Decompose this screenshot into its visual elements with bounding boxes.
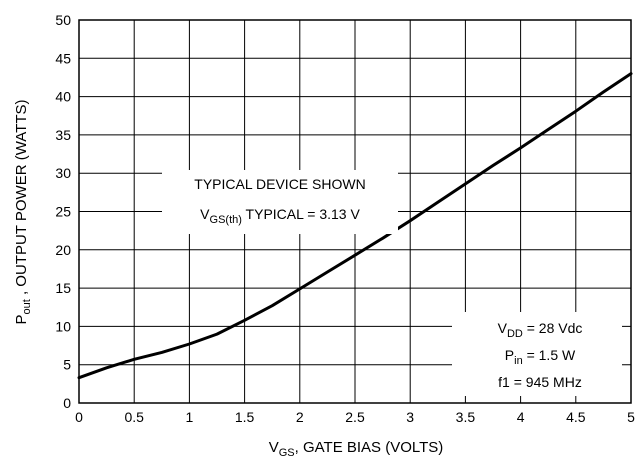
condition-freq: f1 = 945 MHz bbox=[498, 374, 582, 390]
x-tick-label: 1 bbox=[186, 409, 194, 425]
series-line bbox=[77, 72, 633, 380]
conditions-annotation-bg bbox=[452, 312, 622, 396]
typical-annotation-bg bbox=[162, 170, 398, 234]
y-tick-label: 15 bbox=[55, 280, 71, 296]
y-tick-label: 40 bbox=[55, 89, 71, 105]
x-tick-label: 4.5 bbox=[566, 409, 586, 425]
y-tick-label: 5 bbox=[63, 357, 71, 373]
x-tick-label: 5 bbox=[627, 409, 635, 425]
x-tick-label: 1.5 bbox=[235, 409, 255, 425]
y-axis-label: Pout , OUTPUT POWER (WATTS) bbox=[13, 99, 33, 324]
condition-pin: Pin = 1.5 W bbox=[505, 347, 576, 367]
tick-labels: 0 0.5 1 1.5 2 2.5 3 3.5 4 4.5 50510152025303540455… bbox=[55, 12, 635, 425]
x-tick-label: 3.5 bbox=[456, 409, 476, 425]
x-axis-label: VGS, GATE BIAS (VOLTS) bbox=[269, 439, 444, 459]
x-tick-label: 4 bbox=[517, 409, 525, 425]
y-tick-label: 35 bbox=[55, 127, 71, 143]
condition-vdd: VDD = 28 Vdc bbox=[498, 320, 583, 340]
typical-annotation-line1: TYPICAL DEVICE SHOWN bbox=[194, 176, 365, 192]
y-tick-label: 25 bbox=[55, 204, 71, 220]
y-tick-label: 50 bbox=[55, 12, 71, 28]
x-tick-label: 2 bbox=[296, 409, 304, 425]
y-tick-label: 10 bbox=[55, 318, 71, 334]
y-tick-label: 45 bbox=[55, 50, 71, 66]
x-tick-label: 2.5 bbox=[345, 409, 365, 425]
x-tick-label: 0.5 bbox=[124, 409, 144, 425]
y-tick-label: 0 bbox=[63, 395, 71, 411]
x-tick-label: 3 bbox=[406, 409, 414, 425]
x-tick-label: 0 bbox=[75, 409, 83, 425]
y-tick-label: 20 bbox=[55, 242, 71, 258]
plot-frame bbox=[78, 19, 632, 404]
y-tick-label: 30 bbox=[55, 165, 71, 181]
typical-annotation-line2: VGS(th) TYPICAL = 3.13 V bbox=[200, 206, 360, 226]
